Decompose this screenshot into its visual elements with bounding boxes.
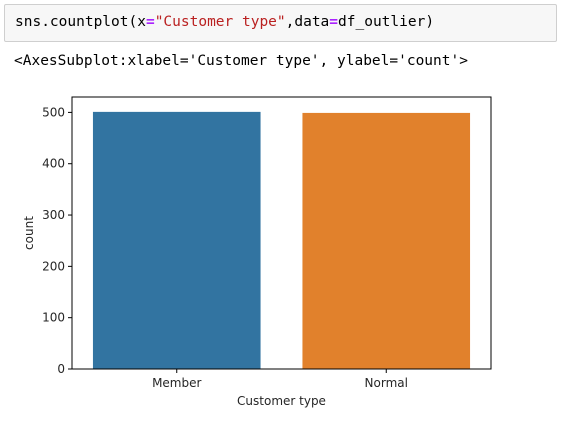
y-axis-ticks: 0 100 200 300 400 500	[42, 105, 72, 376]
code-kw-data: ,data	[285, 14, 330, 30]
bar-member	[92, 111, 261, 369]
code-fn: sns.countplot(	[15, 14, 138, 30]
x-tick-label: Normal	[365, 376, 408, 390]
y-tick-label: 400	[42, 157, 65, 171]
y-tick-label: 100	[42, 311, 65, 325]
code-line[interactable]: sns.countplot(x="Customer type",data=df_…	[15, 14, 434, 30]
y-tick-label: 200	[42, 259, 65, 273]
axes-frame	[71, 96, 492, 370]
code-string: "Customer type"	[154, 14, 286, 30]
x-axis-label: Customer type	[237, 394, 326, 408]
y-axis-label: count	[22, 216, 36, 250]
code-eq-1: =	[145, 14, 155, 30]
code-kw-x: x	[137, 14, 146, 30]
output-repr: <AxesSubplot:xlabel='Customer type', yla…	[14, 53, 468, 69]
y-tick-label: 500	[42, 105, 65, 119]
code-eq-2: =	[329, 14, 339, 30]
y-tick-label: 0	[57, 362, 65, 376]
x-tick-label: Member	[152, 376, 201, 390]
bars-layer	[92, 111, 471, 370]
bar-normal	[302, 112, 471, 370]
x-axis-ticks: Member Normal	[152, 369, 408, 390]
code-arg-data: df_outlier)	[338, 14, 435, 30]
countplot-chart: 0 100 200 300 400 500 Member Normal Customer t…	[22, 96, 492, 408]
y-tick-label: 300	[42, 208, 65, 222]
code-cell[interactable]: sns.countplot(x="Customer type",data=df_…	[4, 4, 557, 42]
